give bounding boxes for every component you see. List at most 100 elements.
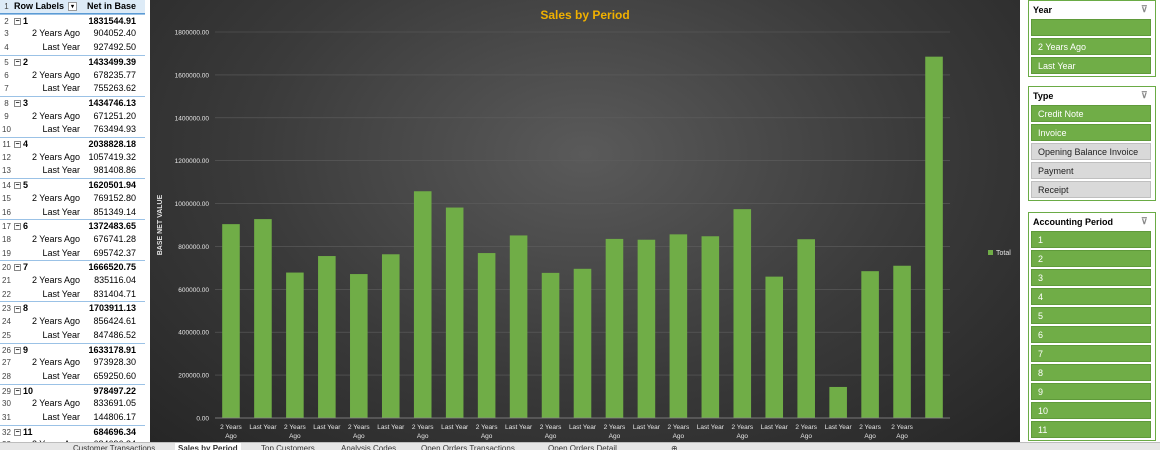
pivot-row[interactable]: 22 Last Year 831404.71 [0, 288, 145, 302]
sheet-tab[interactable]: Top Customers [261, 444, 315, 450]
row-label: 2 Years Ago [31, 316, 80, 327]
clear-filter-icon[interactable]: ⊽ [1141, 4, 1148, 14]
row-label: 2 Years Ago [31, 357, 80, 368]
pivot-group-row[interactable]: 14−5 1620501.94 [0, 178, 145, 192]
pivot-group-row[interactable]: 2−1 1831544.91 [0, 13, 145, 28]
bar [381, 254, 400, 418]
pivot-row[interactable]: 30 2 Years Ago 833691.05 [0, 397, 145, 411]
sheet-tab[interactable]: Analysis Codes [341, 444, 397, 450]
row-number: 10 [2, 125, 11, 135]
pivot-group-row[interactable]: 26−9 1633178.91 [0, 342, 145, 357]
bar [254, 219, 272, 418]
sales-chart[interactable]: Sales by Period BASE NET VALUE 0.00 200000.… [150, 0, 1020, 442]
slicer-item[interactable]: 8 [1031, 364, 1151, 381]
slicer-item[interactable]: 5 [1031, 307, 1151, 324]
slicer-item[interactable] [1031, 19, 1151, 36]
bar [733, 209, 752, 418]
net-in-base-header: Net in Base [86, 1, 136, 11]
slicer-item[interactable]: Credit Note [1031, 105, 1151, 122]
bar [509, 235, 528, 418]
row-number: 15 [2, 193, 11, 203]
clear-filter-icon[interactable]: ⊽ [1141, 90, 1148, 100]
collapse-icon[interactable]: − [14, 223, 21, 231]
slicer-item[interactable]: Opening Balance Invoice [1031, 143, 1151, 160]
slicer-item[interactable]: 9 [1031, 383, 1151, 400]
row-number: 26 [2, 345, 11, 355]
x-tick-label: Ago [353, 433, 365, 440]
pivot-row[interactable]: 28 Last Year 659250.60 [0, 370, 145, 384]
collapse-icon[interactable]: − [14, 141, 21, 149]
slicer-item[interactable]: 4 [1031, 288, 1151, 305]
pivot-group-row[interactable]: 17−6 1372483.65 [0, 219, 145, 233]
pivot-row[interactable]: 25 Last Year 847486.52 [0, 329, 145, 343]
collapse-icon[interactable]: − [14, 346, 21, 354]
slicer-item[interactable]: 6 [1031, 326, 1151, 343]
bar [445, 207, 464, 418]
pivot-group-row[interactable]: 29−10 978497.22 [0, 383, 145, 398]
slicer-item[interactable]: 7 [1031, 345, 1151, 362]
row-number: 9 [4, 111, 9, 121]
row-value: 763494.93 [93, 124, 136, 135]
sheet-tab[interactable]: Customer Transactions [73, 444, 156, 450]
pivot-group-row[interactable]: 20−7 1666520.75 [0, 260, 145, 274]
row-value: 1372483.65 [88, 221, 136, 232]
pivot-row[interactable]: 12 2 Years Ago 1057419.32 [0, 151, 145, 165]
sheet-tab[interactable]: ... [3, 444, 10, 450]
collapse-icon[interactable]: − [14, 305, 21, 313]
pivot-group-row[interactable]: 8−3 1434746.13 [0, 95, 145, 110]
slicer-item[interactable]: Last Year [1031, 57, 1151, 74]
sheet-tab[interactable]: Open Orders Transactions [421, 444, 515, 450]
pivot-group-row[interactable]: 5−2 1433499.39 [0, 54, 145, 69]
slicer-item[interactable]: Receipt [1031, 181, 1151, 198]
slicer-item[interactable]: 2 [1031, 250, 1151, 267]
pivot-row[interactable]: 19 Last Year 695742.37 [0, 247, 145, 261]
collapse-icon[interactable]: − [14, 182, 21, 190]
x-tick-label: Ago [417, 433, 429, 440]
pivot-row[interactable]: 13 Last Year 981408.86 [0, 164, 145, 178]
row-number: 20 [2, 263, 11, 273]
slicer-item[interactable]: Invoice [1031, 124, 1151, 141]
pivot-row[interactable]: 4 Last Year 927492.50 [0, 41, 145, 55]
collapse-icon[interactable]: − [14, 17, 21, 25]
sheet-tabs: ... Customer Transactions Sales by Period T… [0, 442, 1160, 450]
clear-filter-icon[interactable]: ⊽ [1141, 216, 1148, 226]
pivot-group-row[interactable]: 23−8 1703911.13 [0, 301, 145, 315]
slicer-item[interactable]: 2 Years Ago [1031, 38, 1151, 55]
pivot-row[interactable]: 3 2 Years Ago 904052.40 [0, 27, 145, 41]
pivot-row[interactable]: 9 2 Years Ago 671251.20 [0, 110, 145, 124]
slicer-item[interactable]: 3 [1031, 269, 1151, 286]
slicer-title-text: Accounting Period [1033, 217, 1114, 227]
pivot-row[interactable]: 6 2 Years Ago 678235.77 [0, 69, 145, 83]
pivot-group-row[interactable]: 11−4 2038828.18 [0, 137, 145, 151]
legend-swatch [988, 250, 993, 255]
sheet-tab[interactable]: Sales by Period [175, 443, 241, 450]
slicer-accounting-period: Accounting Period ⊽ 1 2 3 4 5 6 7 8 9 10 11 [1028, 212, 1156, 441]
add-sheet-icon[interactable]: ⊕ [671, 444, 678, 450]
pivot-row[interactable]: 18 2 Years Ago 676741.28 [0, 233, 145, 247]
slicer-item[interactable]: 1 [1031, 231, 1151, 248]
pivot-row[interactable]: 24 2 Years Ago 856424.61 [0, 315, 145, 329]
sheet-tab[interactable]: Open Orders Detail [548, 444, 617, 450]
row-label: 4 [23, 139, 29, 149]
slicer-item[interactable]: Payment [1031, 162, 1151, 179]
collapse-icon[interactable]: − [14, 264, 21, 272]
slicer-item[interactable]: 11 [1031, 421, 1151, 438]
collapse-icon[interactable]: − [14, 387, 21, 395]
pivot-row[interactable]: 33 2 Years Ago684696.34 [0, 438, 145, 442]
pivot-row[interactable]: 15 2 Years Ago 769152.80 [0, 192, 145, 206]
pivot-row[interactable]: 10 Last Year 763494.93 [0, 123, 145, 137]
bar [861, 271, 879, 418]
pivot-row[interactable]: 7 Last Year 755263.62 [0, 82, 145, 96]
pivot-row[interactable]: 31 Last Year 144806.17 [0, 411, 145, 425]
collapse-icon[interactable]: − [14, 100, 21, 108]
pivot-row[interactable]: 21 2 Years Ago 835116.04 [0, 274, 145, 288]
filter-dropdown-icon[interactable]: ▾ [68, 2, 78, 12]
slicer-item[interactable]: 10 [1031, 402, 1151, 419]
bar [318, 256, 336, 418]
pivot-row[interactable]: 27 2 Years Ago 973928.30 [0, 356, 145, 370]
pivot-row[interactable]: 16 Last Year 851349.14 [0, 206, 145, 220]
collapse-icon[interactable]: − [14, 428, 21, 436]
collapse-icon[interactable]: − [14, 58, 21, 66]
pivot-group-row[interactable]: 32−11 684696.34 [0, 424, 145, 439]
row-number: 6 [4, 70, 9, 80]
